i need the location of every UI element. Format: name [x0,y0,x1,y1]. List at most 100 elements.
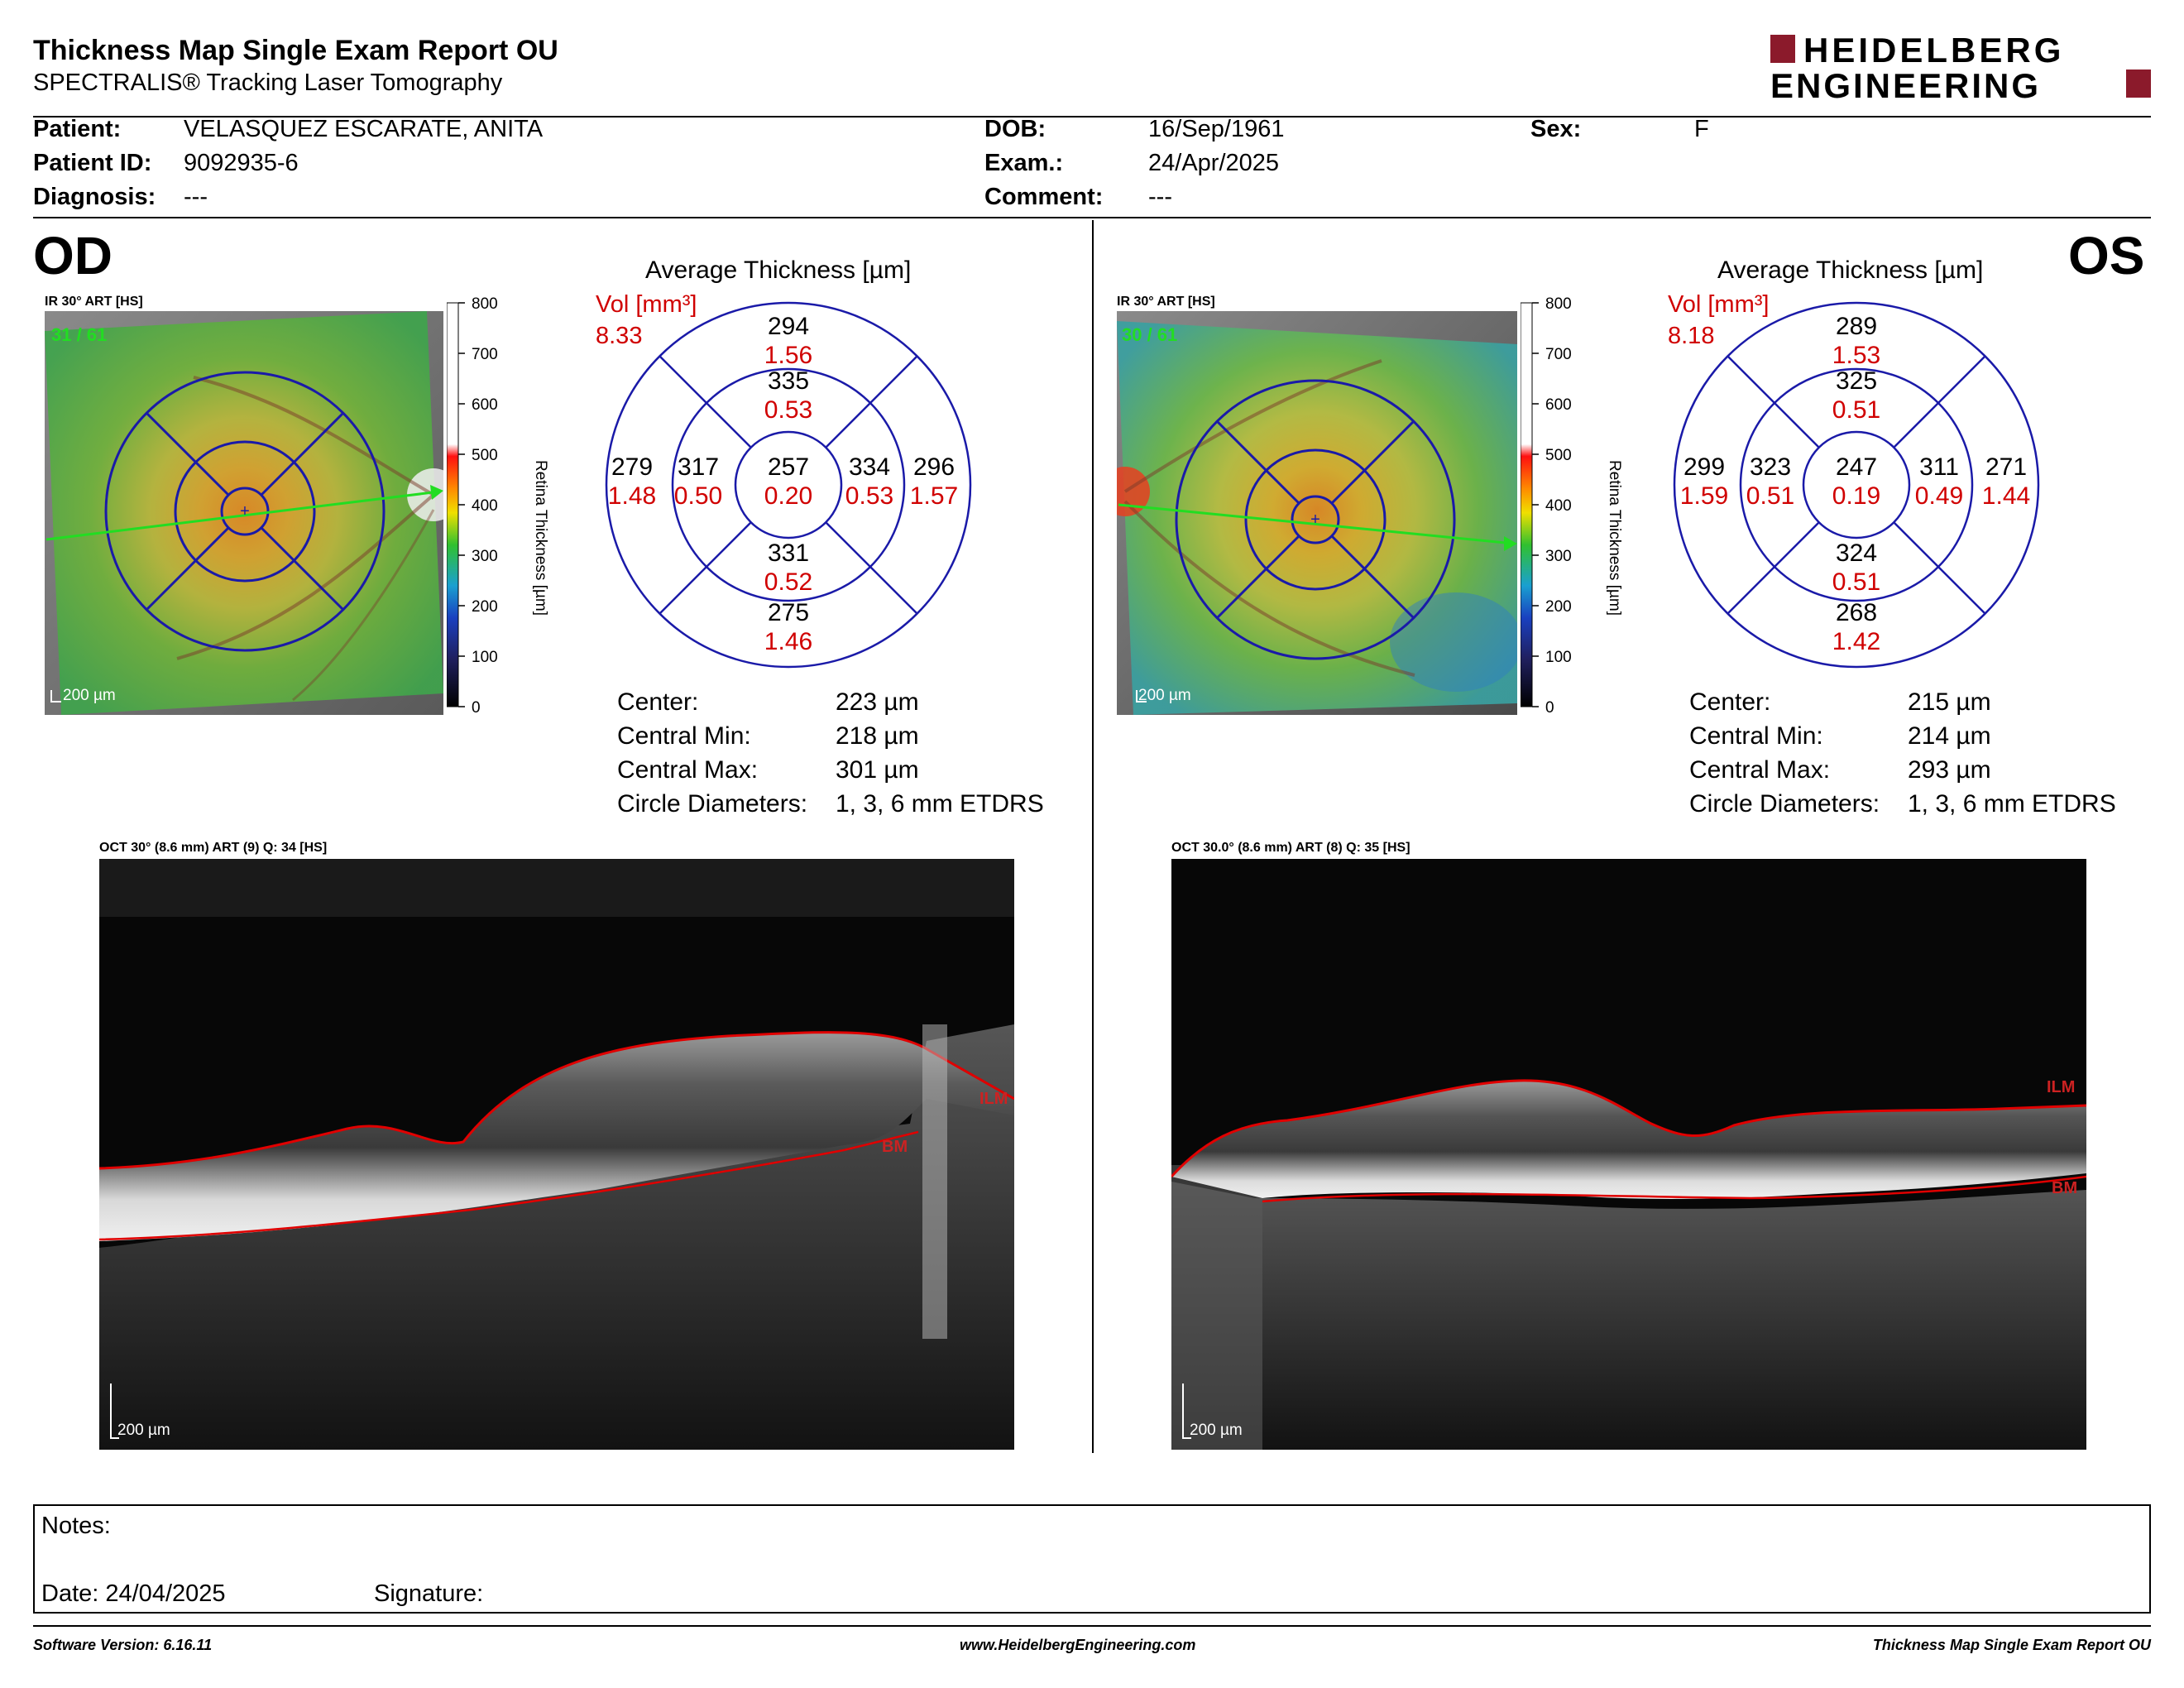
os-stat-center-label: Center: [1689,688,1771,716]
os-stat-max-label: Central Max: [1689,756,1831,784]
website-link[interactable]: www.HeidelbergEngineering.com [960,1637,1196,1653]
os-inf-inner-vol: 0.51 [1832,568,1880,596]
od-oct-label: OCT 30° (8.6 mm) ART (9) Q: 34 [HS] [99,841,328,855]
patient-divider [33,217,2151,218]
od-vol-total: 8.33 [596,323,643,349]
patient-name: VELASQUEZ ESCARATE, ANITA [184,116,544,142]
os-frame-count: 30 / 61 [1122,324,1177,345]
od-avg-title: Average Thickness [µm] [645,257,912,284]
colorbar-tick-label: 700 [472,346,498,363]
os-sup-outer-thickness: 289 [1836,313,1877,340]
od-stat-min-label: Central Min: [617,722,751,750]
software-version: Software Version: 6.16.11 [33,1637,213,1653]
od-sup-outer-vol: 1.56 [764,342,812,369]
od-nasal-outer-vol: 1.57 [910,482,958,510]
os-temp-outer-vol: 1.59 [1680,482,1728,510]
od-etdrs-grid: 294 1.56 335 0.53 257 0.20 279 1.48 317 … [594,295,983,675]
brand-line2: ENGINEERING [1770,66,2041,103]
notes-label: Notes: [41,1513,111,1539]
os-fundus-scale: 200 µm [1138,687,1191,704]
heidelberg-logo: HEIDELBERG ENGINEERING [1770,31,2151,105]
od-temp-outer-vol: 1.48 [608,482,656,510]
od-sup-inner-vol: 0.53 [764,396,812,424]
os-oct-bscan: ILM BM 200 µm [1171,859,2086,1450]
os-inf-inner-thickness: 324 [1836,539,1877,567]
od-fundus-scale: 200 µm [63,687,116,704]
od-inf-inner-vol: 0.52 [764,568,812,596]
os-colorbar-label: Retina Thickness [µm] [1606,460,1623,616]
colorbar-tick-label: 0 [1545,699,1554,717]
os-temp-inner-vol: 0.51 [1746,482,1794,510]
os-nasal-outer-thickness: 271 [1985,453,2027,481]
od-nasal-inner-vol: 0.53 [845,482,893,510]
od-eye-label: OD [33,226,113,285]
od-oct-bscan: ILM BM 200 µm [99,859,1014,1450]
od-stat-center-label: Center: [617,688,699,716]
od-oct-scale: 200 µm [117,1422,170,1439]
os-etdrs-grid: 289 1.53 325 0.51 247 0.19 299 1.59 323 … [1666,295,2055,675]
od-temp-inner-vol: 0.50 [674,482,722,510]
os-ilm-label: ILM [2047,1078,2075,1096]
od-colorbar-label: Retina Thickness [µm] [532,460,549,616]
colorbar-tick-label: 800 [472,295,498,313]
os-oct-label: OCT 30.0° (8.6 mm) ART (8) Q: 35 [HS] [1171,841,1410,855]
os-ir-label: IR 30° ART [HS] [1117,295,1215,309]
sex-label: Sex: [1530,116,1582,142]
od-stat-max-value: 301 µm [836,756,919,784]
colorbar-tick-label: 100 [472,649,498,666]
od-temp-outer-thickness: 279 [611,453,653,481]
patient-id: 9092935-6 [184,150,299,176]
od-stat-min-value: 218 µm [836,722,919,750]
exam-label: Exam.: [984,150,1064,176]
os-inf-outer-vol: 1.42 [1832,628,1880,655]
od-stat-max-label: Central Max: [617,756,759,784]
diagnosis-value: --- [184,184,208,210]
colorbar-tick-label: 100 [1545,649,1572,666]
comment-value: --- [1148,184,1172,210]
od-vol-label: Vol [mm³] [596,291,697,318]
os-colorbar: 800 700 600 500 400 300 200 100 0 Retina Thickne… [1520,295,1645,725]
colorbar-tick-label: 500 [472,447,498,464]
od-inf-inner-thickness: 331 [768,539,809,567]
diagnosis-label: Diagnosis: [33,184,156,210]
od-nasal-inner-thickness: 334 [849,453,890,481]
od-inf-outer-vol: 1.46 [764,628,812,655]
sex-value: F [1694,116,1709,142]
report-subtitle: SPECTRALIS® Tracking Laser Tomography [33,70,503,96]
colorbar-tick-label: 600 [472,396,498,414]
date-label: Date: 24/04/2025 [41,1580,226,1607]
od-frame-count: 31 / 61 [51,324,107,345]
footer-report-name: Thickness Map Single Exam Report OU [1872,1637,2151,1653]
colorbar-tick-label: 0 [472,699,481,717]
footer-divider [33,1625,2151,1627]
os-inf-outer-thickness: 268 [1836,599,1877,626]
os-fovea-cross: + [1310,511,1320,529]
colorbar-tick-label: 300 [1545,548,1572,565]
od-ir-label: IR 30° ART [HS] [45,295,143,309]
os-stat-max-value: 293 µm [1908,756,1991,784]
os-sup-inner-vol: 0.51 [1832,396,1880,424]
od-bm-label: BM [882,1138,908,1156]
od-inf-outer-thickness: 275 [768,599,809,626]
os-center-vol: 0.19 [1832,482,1880,510]
colorbar-tick-label: 400 [1545,497,1572,515]
os-nasal-outer-vol: 1.44 [1982,482,2030,510]
colorbar-tick-label: 800 [1545,295,1572,313]
exam-value: 24/Apr/2025 [1148,150,1280,176]
comment-label: Comment: [984,184,1104,210]
od-stat-diam-label: Circle Diameters: [617,790,808,818]
colorbar-tick-label: 600 [1545,396,1572,414]
od-fundus-map: + 31 / 61 200 µm [45,311,443,715]
patient-label: Patient: [33,116,122,142]
os-vol-label: Vol [mm³] [1668,291,1770,318]
notes-box[interactable]: Notes: Date: 24/04/2025 Signature: [33,1504,2151,1614]
od-colorbar: 800 700 600 500 400 300 200 100 0 Retina Thickne… [446,295,571,725]
os-stat-diam-value: 1, 3, 6 mm ETDRS [1908,790,2116,818]
os-nasal-inner-thickness: 311 [1919,453,1959,481]
colorbar-tick-label: 200 [1545,598,1572,616]
od-sup-outer-thickness: 294 [768,313,809,340]
colorbar-tick-label: 400 [472,497,498,515]
dob-label: DOB: [984,116,1046,142]
os-vol-total: 8.18 [1668,323,1715,349]
os-stat-min-label: Central Min: [1689,722,1823,750]
